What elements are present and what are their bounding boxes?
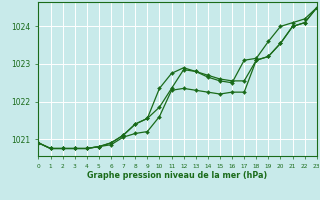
X-axis label: Graphe pression niveau de la mer (hPa): Graphe pression niveau de la mer (hPa) — [87, 171, 268, 180]
